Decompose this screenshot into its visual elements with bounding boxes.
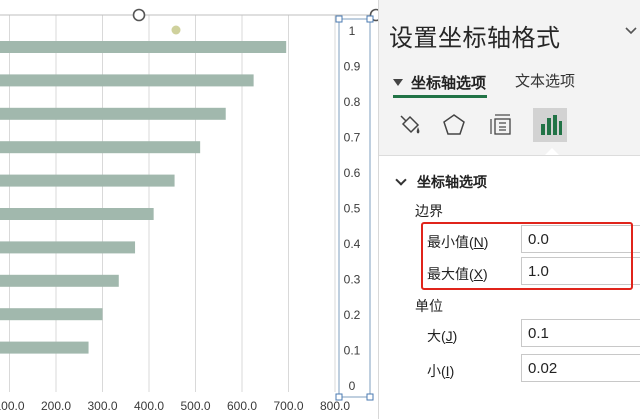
format-axis-pane: 设置坐标轴格式 坐标轴选项 文本选项 <box>378 0 640 419</box>
axis-options-section: 坐标轴选项 边界 最小值(N) 最大值(X) 单位 大(J) 小(I) <box>379 155 640 419</box>
maximum-bound-label: 最大值(X) <box>427 266 488 282</box>
x-tick-label: 400.0 <box>134 399 164 413</box>
x-tick-label: 500.0 <box>180 399 210 413</box>
secondary-axis-tick-label: 0.4 <box>344 237 361 251</box>
bar[interactable] <box>0 308 103 321</box>
axis-selection-handle[interactable] <box>366 15 374 23</box>
maximum-bound-input[interactable] <box>521 257 640 285</box>
secondary-axis-tick-label: 1 <box>349 24 356 38</box>
major-unit-input[interactable] <box>521 319 640 347</box>
secondary-axis-tick-label: 0.7 <box>344 131 361 145</box>
units-label: 单位 <box>415 298 443 314</box>
x-tick-label: 800.0 <box>320 399 350 413</box>
active-tab-indicator <box>393 95 487 98</box>
bar-chart[interactable]: 0.0100.0200.0300.0400.0500.0600.0700.080… <box>0 0 378 419</box>
x-tick-label: 100.0 <box>0 399 25 413</box>
tab-axis-options[interactable]: 坐标轴选项 <box>393 68 486 96</box>
fill-bucket-icon[interactable] <box>393 108 427 142</box>
resize-handle[interactable] <box>132 8 146 22</box>
bar[interactable] <box>0 241 136 254</box>
secondary-axis-tick-labels: 1 0.9 0.8 0.7 0.6 0.5 0.4 0.3 0.2 0.1 0 <box>344 24 361 393</box>
x-axis-tick-labels: 0.0100.0200.0300.0400.0500.0600.0700.080… <box>0 399 350 413</box>
axis-selection-handle[interactable] <box>335 15 343 23</box>
tab-axis-options-label: 坐标轴选项 <box>411 74 487 92</box>
pane-tabs: 坐标轴选项 文本选项 <box>393 68 633 98</box>
size-properties-icon[interactable] <box>485 108 519 142</box>
secondary-axis-tick-label: 0.6 <box>344 166 361 180</box>
axis-selection-handle[interactable] <box>335 393 343 401</box>
bars[interactable] <box>0 41 287 354</box>
x-tick-label: 600.0 <box>227 399 257 413</box>
rotation-handle[interactable] <box>171 25 181 35</box>
axis-selection-box[interactable] <box>338 18 371 398</box>
pentagon-icon[interactable] <box>437 108 471 142</box>
pane-title: 设置坐标轴格式 <box>389 25 561 52</box>
option-icon-row <box>393 108 633 155</box>
chart-area[interactable]: 0.0100.0200.0300.0400.0500.0600.0700.080… <box>0 0 378 419</box>
bar[interactable] <box>0 141 201 154</box>
secondary-axis-tick-label: 0.2 <box>344 308 361 322</box>
chevron-down-icon <box>395 174 407 186</box>
tab-text-options[interactable]: 文本选项 <box>515 73 576 90</box>
x-tick-label: 700.0 <box>273 399 303 413</box>
minor-unit-input[interactable] <box>521 354 640 382</box>
secondary-axis-tick-label: 0 <box>349 379 356 393</box>
bounds-label: 边界 <box>415 203 443 219</box>
secondary-axis-tick-label: 0.3 <box>344 273 361 287</box>
secondary-axis-tick-label: 0.9 <box>344 60 361 74</box>
section-axis-options-header[interactable]: 坐标轴选项 <box>395 172 487 192</box>
secondary-axis-tick-label: 0.5 <box>344 202 361 216</box>
bar[interactable] <box>0 174 175 187</box>
bar[interactable] <box>0 41 287 53</box>
axis-selection-handle[interactable] <box>366 393 374 401</box>
chevron-down-icon[interactable] <box>624 24 638 38</box>
minor-unit-label: 小(I) <box>427 363 455 379</box>
x-tick-label: 200.0 <box>41 399 71 413</box>
secondary-axis-tick-label: 0.8 <box>344 95 361 109</box>
gridlines <box>9 15 336 392</box>
bar[interactable] <box>0 208 154 220</box>
bar[interactable] <box>0 107 226 120</box>
x-tick-label: 300.0 <box>87 399 117 413</box>
selected-icon-pointer <box>545 148 559 155</box>
section-axis-options-label: 坐标轴选项 <box>417 174 487 190</box>
bar[interactable] <box>0 274 119 287</box>
secondary-axis-tick-label: 0.1 <box>344 344 361 358</box>
minimum-bound-input[interactable] <box>521 225 640 253</box>
minimum-bound-label: 最小值(N) <box>427 234 489 250</box>
bar[interactable] <box>0 74 254 87</box>
selection-handles[interactable] <box>0 8 378 401</box>
bar-chart-icon[interactable] <box>533 108 567 142</box>
caret-down-icon <box>393 79 403 86</box>
major-unit-label: 大(J) <box>427 328 458 344</box>
bar[interactable] <box>0 341 89 354</box>
